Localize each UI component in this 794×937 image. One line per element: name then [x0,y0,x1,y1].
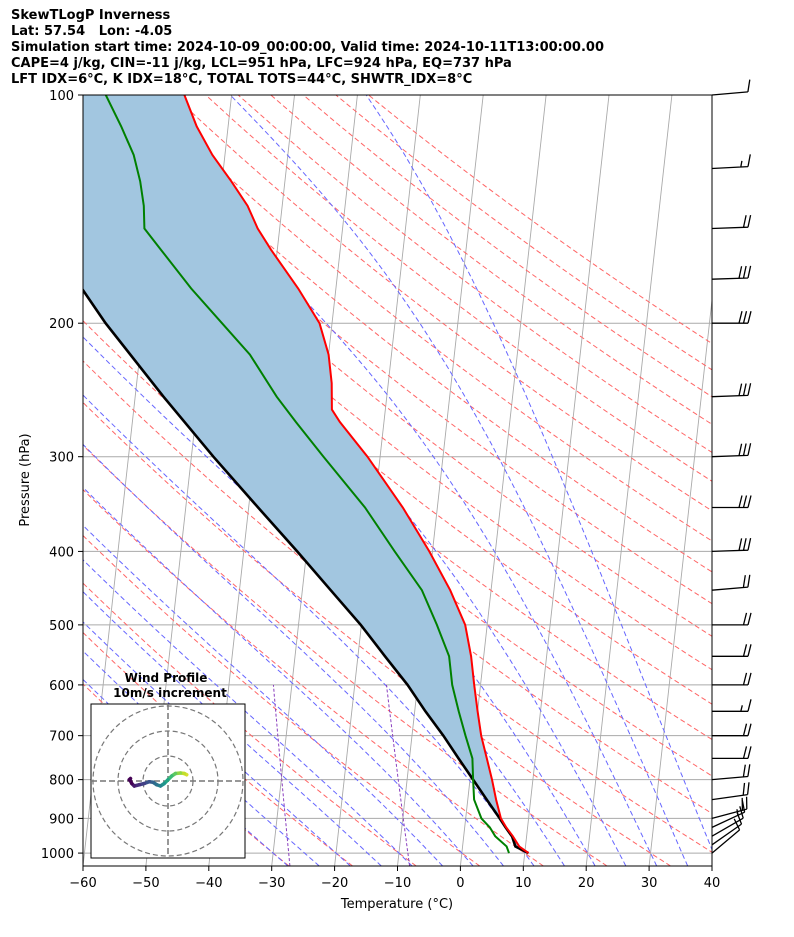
y-tick-label: 600 [49,679,74,694]
wind-barb [711,214,752,230]
wind-barb [711,796,748,820]
x-tick-label: −20 [321,876,348,891]
wind-barb [711,764,751,781]
wind-barb [711,383,752,398]
hodograph-title: Wind Profile [125,671,208,685]
x-tick-label: 20 [578,876,595,891]
temperature-profile-line [183,95,530,854]
dry-adiabat-line [83,444,608,866]
wind-barb [712,311,752,324]
x-tick-label: 30 [641,876,658,891]
y-tick-label: 800 [49,774,74,789]
moist-adiabat-line [83,524,443,866]
dry-adiabat-line [83,206,712,705]
isotherm-line [711,861,712,866]
hodograph-subtitle: 10m/s increment [113,686,227,700]
dry-adiabat-line [270,95,712,425]
dry-adiabat-line [205,95,712,482]
moist-adiabat-line [365,95,712,851]
y-tick-label: 700 [49,730,74,745]
isotherm-line [397,95,484,866]
wind-barb [712,495,752,509]
dry-adiabat-line [83,488,544,866]
y-tick-label: 300 [49,451,74,466]
wind-barb [711,537,752,553]
location-line: Lat: 57.54 Lon: -4.05 [11,24,173,39]
x-tick-label: −10 [384,876,411,891]
dry-adiabat-line [83,135,712,637]
dewpoint-profile-line [104,95,510,854]
x-axis-label: Temperature (°C) [340,897,453,912]
isotherm-line [585,95,673,866]
params-line-2: LFT IDX=6°C, K IDX=18°C, TOTAL TOTS=44°C… [11,72,473,87]
wind-barb [711,265,752,280]
moist-adiabat-line [100,95,658,866]
x-tick-label: −30 [258,876,285,891]
wind-barb [712,644,752,657]
y-tick-label: 200 [49,317,74,332]
wind-barb [711,818,741,854]
x-tick-label: 10 [515,876,532,891]
y-tick-label: 100 [49,89,74,104]
dry-adiabat-line [83,401,671,866]
dry-adiabat-line [335,95,712,371]
moist-adiabat-line [83,486,474,866]
chart-title: SkewTLogP Inverness [11,8,171,23]
isotherm-line [648,296,712,866]
dry-adiabat-line [83,243,712,741]
wind-barb [712,672,752,686]
dry-adiabat-line [172,95,712,512]
moist-adiabat-line [83,621,351,866]
mixing-ratio-line [386,684,411,866]
isotherm-line [522,95,610,866]
wind-barb [711,806,744,837]
chart-header: SkewTLogP Inverness Lat: 57.54 Lon: -4.0… [11,8,604,88]
moist-adiabat-line [83,650,320,866]
x-tick-label: −40 [195,876,222,891]
mixing-ratio-line [272,684,291,866]
wind-barb [712,612,752,626]
wind-barb [712,723,752,737]
dry-adiabat-line [83,101,712,605]
dry-adiabat-line [83,631,353,866]
dry-adiabat-line [368,95,712,345]
wind-barb [711,574,751,591]
moist-adiabat-line [83,559,413,866]
y-tick-label: 500 [49,619,74,634]
hodograph-segment [127,776,133,782]
time-line: Simulation start time: 2024-10-09_00:00:… [11,40,604,55]
moist-adiabat-line [83,336,565,866]
wind-barb [712,699,752,712]
y-tick-label: 1000 [41,847,74,862]
dry-adiabat-line [83,534,481,866]
x-tick-label: 0 [456,876,464,891]
x-tick-label: −50 [132,876,159,891]
x-tick-label: 40 [704,876,721,891]
y-axis-label: Pressure (hPa) [18,433,33,526]
dry-adiabat-line [83,582,417,866]
dry-adiabat-line [83,170,712,671]
x-tick-label: −60 [69,876,96,891]
wind-barb [711,782,750,801]
y-tick-label: 400 [49,545,74,560]
hodograph-plot [91,704,245,858]
wind-barb [711,79,751,96]
x-axis-label-text: Temperature (°C) [340,897,453,912]
cape-fill-area [83,95,529,854]
y-tick-label: 900 [49,812,74,827]
isotherm-line [775,95,794,866]
wind-barb [711,154,751,170]
params-line-1: CAPE=4 j/kg, CIN=-11 j/kg, LCL=951 hPa, … [11,56,512,71]
moist-adiabat-line [229,95,689,866]
wind-barb [711,443,752,458]
wind-barb [712,746,752,760]
